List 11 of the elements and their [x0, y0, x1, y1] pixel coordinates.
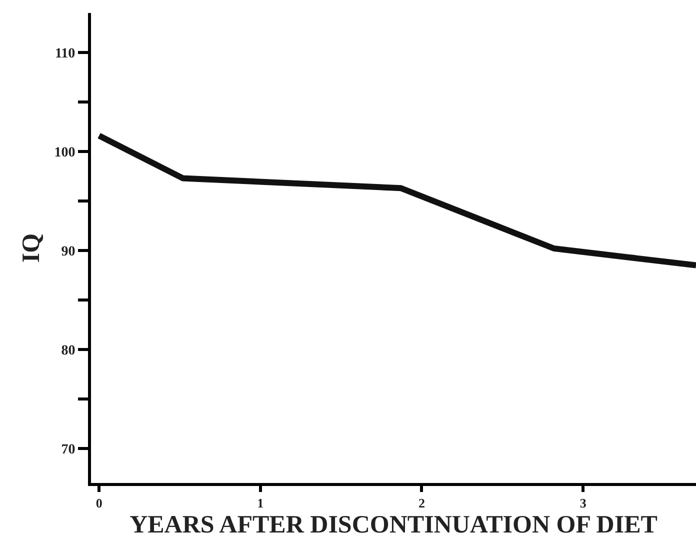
y-tick-label: 100: [54, 145, 76, 160]
x-tick-label: 2: [418, 496, 425, 511]
y-tick-label: 80: [61, 343, 76, 358]
y-tick-label: 90: [61, 244, 76, 260]
y-tick-label: 70: [61, 442, 76, 458]
x-axis-title: YEARS AFTER DISCONTINUATION OF DIET: [130, 512, 658, 539]
x-tick-label: 1: [257, 496, 264, 511]
y-tick-label: 110: [54, 46, 76, 62]
y-axis-title: IQ: [18, 233, 45, 263]
x-tick-label: 0: [96, 496, 102, 511]
x-tick-label: 3: [580, 496, 587, 511]
